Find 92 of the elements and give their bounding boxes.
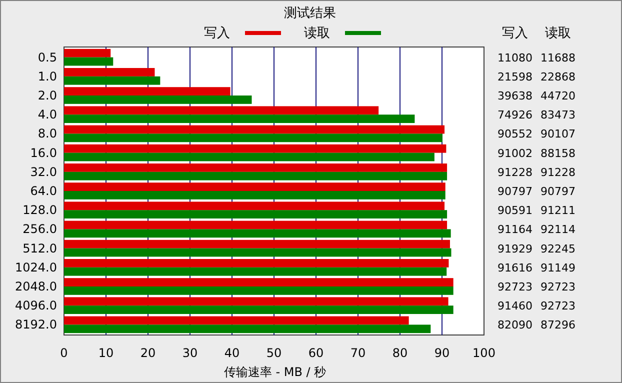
text: 91211 bbox=[540, 204, 576, 218]
text: 39638 bbox=[498, 90, 532, 103]
text: 11080 bbox=[498, 51, 532, 64]
text: 90797 bbox=[498, 185, 532, 198]
y-tick-label: 1024.0 bbox=[15, 260, 57, 274]
bar bbox=[64, 267, 447, 276]
bar bbox=[64, 191, 446, 200]
x-tick-label: 70 bbox=[350, 346, 366, 360]
bar bbox=[64, 240, 450, 248]
text: 91616 bbox=[498, 261, 532, 274]
text: 83473 bbox=[540, 108, 576, 122]
text: 21598 bbox=[498, 70, 532, 84]
text: 写入 bbox=[502, 26, 528, 41]
bar bbox=[64, 182, 446, 191]
text: 91228 bbox=[498, 166, 532, 179]
bar bbox=[64, 258, 449, 268]
bar bbox=[64, 125, 445, 134]
bar bbox=[64, 164, 448, 172]
bar bbox=[64, 144, 446, 153]
bar bbox=[64, 48, 111, 58]
bar bbox=[64, 278, 454, 286]
y-tick-label: 2048.0 bbox=[15, 279, 57, 294]
bar bbox=[64, 152, 434, 162]
text: 92245 bbox=[540, 242, 576, 256]
legend-label: 写入 bbox=[204, 26, 230, 41]
y-tick-label: 16.0 bbox=[30, 146, 57, 160]
bar bbox=[64, 68, 155, 76]
text: 92723 bbox=[540, 300, 576, 313]
y-tick-label: 8192.0 bbox=[15, 318, 57, 332]
y-tick-label: 32.0 bbox=[30, 164, 57, 179]
text: 11688 bbox=[540, 51, 576, 64]
text: 90591 bbox=[498, 204, 532, 218]
x-tick-label: 60 bbox=[308, 346, 324, 360]
text: 读取 bbox=[545, 26, 571, 41]
bar bbox=[64, 297, 448, 306]
text: 91228 bbox=[540, 166, 576, 179]
y-tick-label: 4.0 bbox=[38, 108, 57, 122]
text: 74926 bbox=[498, 108, 532, 122]
text: 82090 bbox=[498, 318, 532, 332]
bar bbox=[64, 202, 445, 210]
text: 22868 bbox=[540, 70, 576, 84]
text: 90107 bbox=[540, 128, 576, 141]
text: 91929 bbox=[498, 242, 532, 256]
bar bbox=[64, 306, 454, 314]
x-axis-title: 传输速率 - MB / 秒 bbox=[224, 365, 326, 379]
bar bbox=[64, 96, 252, 104]
text: 91164 bbox=[498, 223, 532, 236]
text: 87296 bbox=[540, 318, 576, 332]
text: 91149 bbox=[540, 261, 576, 274]
x-tick-label: 100 bbox=[472, 346, 496, 360]
x-tick-label: 50 bbox=[266, 346, 282, 360]
y-tick-label: 512.0 bbox=[22, 241, 57, 256]
x-tick-label: 30 bbox=[182, 346, 198, 360]
chart-title: 测试结果 bbox=[284, 6, 336, 21]
y-tick-label: 0.5 bbox=[38, 50, 57, 64]
bar bbox=[64, 210, 448, 218]
bar bbox=[64, 114, 415, 124]
y-tick-label: 4096.0 bbox=[15, 298, 57, 313]
y-tick-label: 1.0 bbox=[38, 69, 57, 84]
bar bbox=[64, 220, 448, 230]
bar bbox=[64, 172, 448, 180]
y-tick-label: 128.0 bbox=[22, 203, 57, 218]
bar bbox=[64, 229, 451, 238]
text: 92723 bbox=[498, 280, 532, 294]
bar bbox=[64, 248, 452, 257]
bar bbox=[64, 286, 454, 295]
x-tick-label: 40 bbox=[224, 346, 240, 360]
x-tick-label: 80 bbox=[392, 346, 408, 360]
text: 92114 bbox=[540, 223, 576, 236]
y-tick-label: 256.0 bbox=[22, 222, 57, 236]
text: 90797 bbox=[540, 185, 576, 198]
bar bbox=[64, 87, 230, 96]
text: 90552 bbox=[498, 128, 532, 141]
x-tick-label: 90 bbox=[434, 346, 450, 360]
bar bbox=[64, 76, 160, 85]
bar bbox=[64, 57, 114, 66]
bar bbox=[64, 134, 442, 142]
text: 92723 bbox=[540, 280, 576, 294]
x-tick-label: 20 bbox=[140, 346, 156, 360]
text: 91460 bbox=[498, 300, 532, 313]
y-tick-label: 64.0 bbox=[30, 184, 57, 198]
x-tick-label: 0 bbox=[60, 346, 68, 360]
text: 91002 bbox=[498, 146, 532, 160]
legend-label: 读取 bbox=[304, 26, 330, 41]
x-tick-label: 10 bbox=[98, 346, 114, 360]
text: 88158 bbox=[540, 146, 576, 160]
y-tick-label: 2.0 bbox=[38, 88, 57, 103]
bar bbox=[64, 324, 431, 334]
text: 44720 bbox=[540, 90, 576, 103]
y-tick-label: 8.0 bbox=[38, 126, 57, 141]
bar bbox=[64, 316, 409, 325]
bar bbox=[64, 106, 379, 115]
